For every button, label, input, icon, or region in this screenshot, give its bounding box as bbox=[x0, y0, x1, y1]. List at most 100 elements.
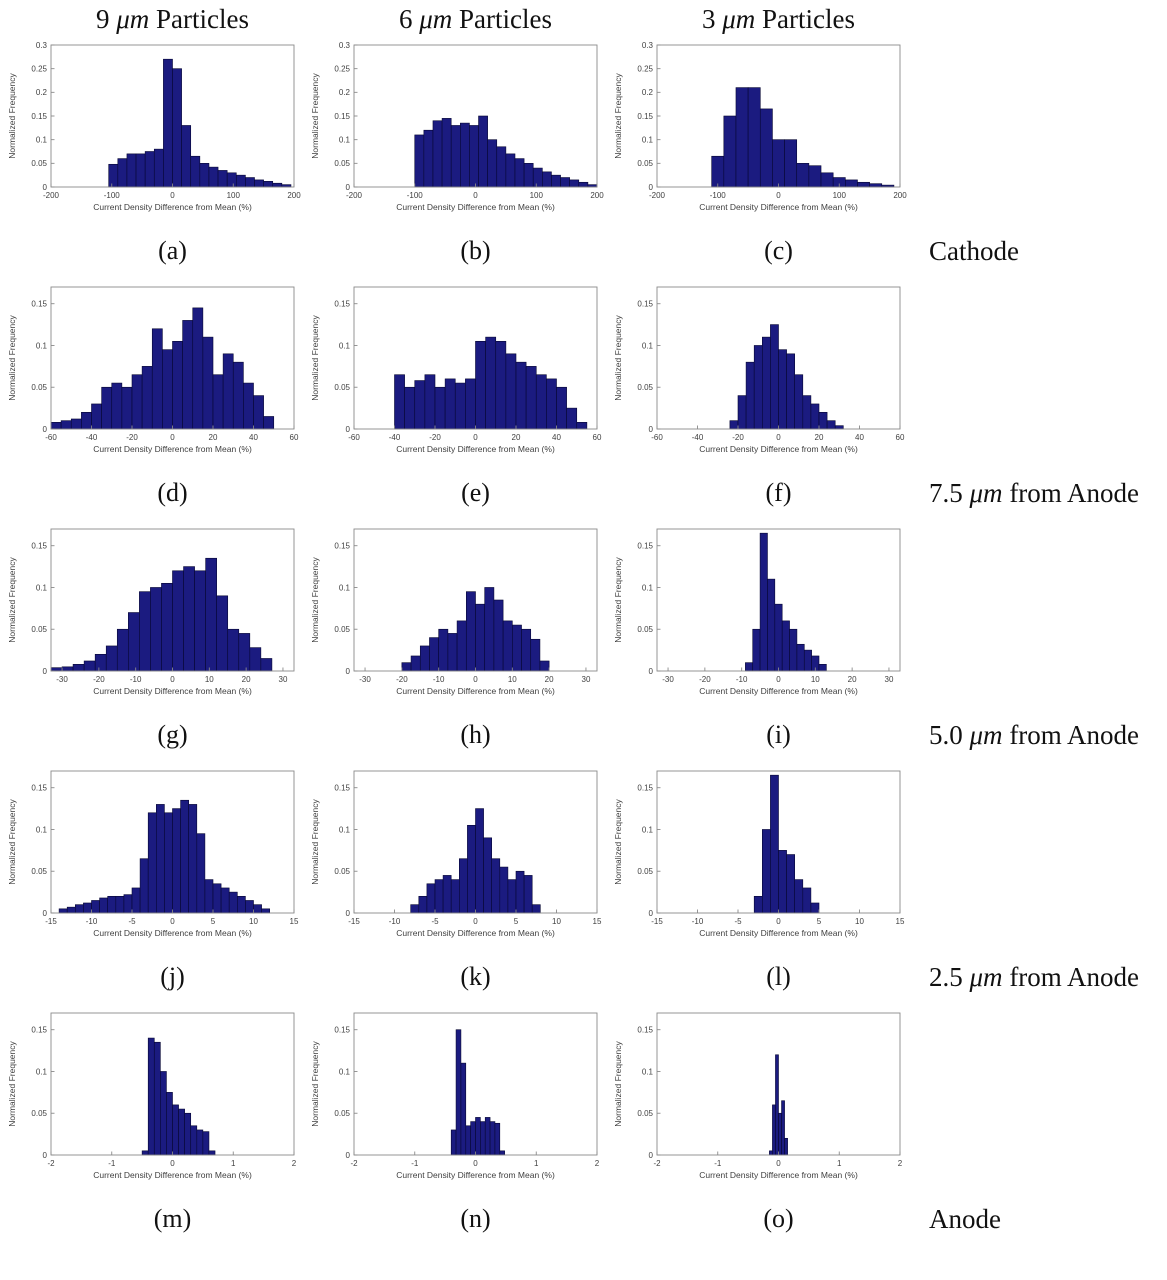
svg-text:Current Density Difference fro: Current Density Difference from Mean (%) bbox=[699, 444, 858, 454]
row-label-suffix: Anode bbox=[929, 1203, 1001, 1234]
header-unit: μm bbox=[116, 4, 150, 34]
svg-text:-100: -100 bbox=[710, 191, 727, 200]
svg-text:0.05: 0.05 bbox=[31, 159, 47, 168]
svg-text:0.15: 0.15 bbox=[334, 300, 350, 309]
row-label-suffix: from Anode bbox=[1002, 719, 1140, 750]
svg-text:Current Density Difference fro: Current Density Difference from Mean (%) bbox=[93, 202, 252, 212]
svg-text:Normalized Frequency: Normalized Frequency bbox=[7, 557, 17, 643]
subplot-label-g: (g) bbox=[157, 720, 188, 749]
subplot-label-i: (i) bbox=[766, 720, 791, 749]
svg-text:10: 10 bbox=[552, 917, 561, 926]
svg-text:0.15: 0.15 bbox=[31, 112, 47, 121]
svg-text:100: 100 bbox=[833, 191, 847, 200]
svg-text:0: 0 bbox=[346, 425, 351, 434]
svg-text:0: 0 bbox=[170, 1159, 175, 1168]
row-label-prefix: 5.0 bbox=[929, 719, 970, 750]
svg-text:Normalized Frequency: Normalized Frequency bbox=[310, 557, 320, 643]
svg-text:-30: -30 bbox=[359, 675, 371, 684]
column-header-6um: 6 μm Particles bbox=[309, 4, 612, 35]
svg-text:-200: -200 bbox=[649, 191, 666, 200]
svg-text:Normalized Frequency: Normalized Frequency bbox=[310, 1041, 320, 1127]
svg-text:1: 1 bbox=[837, 1159, 842, 1168]
svg-text:-40: -40 bbox=[86, 433, 98, 442]
subplot-label-e: (e) bbox=[461, 478, 490, 507]
svg-text:-5: -5 bbox=[431, 917, 439, 926]
svg-text:60: 60 bbox=[896, 433, 905, 442]
svg-text:Current Density Difference fro: Current Density Difference from Mean (%) bbox=[699, 928, 858, 938]
svg-text:0.15: 0.15 bbox=[334, 1026, 350, 1035]
svg-text:0: 0 bbox=[649, 1151, 654, 1160]
svg-text:2: 2 bbox=[898, 1159, 903, 1168]
svg-text:Current Density Difference fro: Current Density Difference from Mean (%) bbox=[699, 202, 858, 212]
svg-text:0.15: 0.15 bbox=[31, 784, 47, 793]
row-label-suffix: Cathode bbox=[929, 235, 1019, 266]
svg-text:-10: -10 bbox=[692, 917, 704, 926]
subplot-label-f: (f) bbox=[765, 478, 792, 507]
histogram-j: -15 -10 -5 0 5 10 15 0 0.05 0.1 0.15 Current Densit… bbox=[6, 763, 309, 949]
row-label-suffix: from Anode bbox=[1002, 961, 1140, 992]
row-label-5-0um-from-anode: 5.0 μm from Anode bbox=[915, 720, 1167, 751]
svg-text:0: 0 bbox=[649, 425, 654, 434]
header-number: 9 bbox=[95, 4, 117, 34]
svg-text:-2: -2 bbox=[350, 1159, 358, 1168]
svg-text:0.1: 0.1 bbox=[36, 1067, 48, 1076]
svg-text:Normalized Frequency: Normalized Frequency bbox=[310, 799, 320, 885]
svg-text:0: 0 bbox=[776, 433, 781, 442]
histogram-l: -15 -10 -5 0 5 10 15 0 0.05 0.1 0.15 Current Densit… bbox=[612, 763, 915, 949]
svg-text:-200: -200 bbox=[43, 191, 60, 200]
subplot-label-c: (c) bbox=[764, 236, 793, 265]
svg-text:-5: -5 bbox=[128, 917, 136, 926]
svg-text:0.2: 0.2 bbox=[339, 88, 351, 97]
svg-text:30: 30 bbox=[885, 675, 894, 684]
svg-text:Current Density Difference fro: Current Density Difference from Mean (%) bbox=[699, 1170, 858, 1180]
svg-text:-40: -40 bbox=[692, 433, 704, 442]
svg-text:0: 0 bbox=[43, 425, 48, 434]
svg-text:Normalized Frequency: Normalized Frequency bbox=[613, 799, 623, 885]
svg-text:200: 200 bbox=[893, 191, 907, 200]
svg-text:15: 15 bbox=[896, 917, 905, 926]
row-label-prefix: 7.5 bbox=[929, 477, 970, 508]
svg-text:Normalized Frequency: Normalized Frequency bbox=[7, 799, 17, 885]
svg-text:0.2: 0.2 bbox=[642, 88, 654, 97]
svg-text:0: 0 bbox=[649, 667, 654, 676]
svg-text:0.1: 0.1 bbox=[642, 341, 654, 350]
row-label-2-5um-from-anode: 2.5 μm from Anode bbox=[915, 962, 1167, 993]
svg-text:30: 30 bbox=[582, 675, 591, 684]
labels-row-anode: (m) (n) (o) Anode bbox=[6, 1191, 1167, 1247]
svg-text:-200: -200 bbox=[346, 191, 363, 200]
histogram-i: -30 -20 -10 0 10 20 30 0 0.05 0.1 0.15 Current Dens… bbox=[612, 521, 915, 707]
svg-text:-15: -15 bbox=[651, 917, 663, 926]
svg-text:0.15: 0.15 bbox=[31, 300, 47, 309]
svg-text:0.1: 0.1 bbox=[339, 825, 351, 834]
svg-text:-20: -20 bbox=[93, 675, 105, 684]
svg-text:20: 20 bbox=[848, 675, 857, 684]
histogram-a: -200 -100 0 100 200 0 0.05 0.1 0.15 0.2 0.25 0.3 Cur… bbox=[6, 37, 309, 223]
svg-text:1: 1 bbox=[534, 1159, 539, 1168]
svg-text:10: 10 bbox=[811, 675, 820, 684]
subplot-label-d: (d) bbox=[157, 478, 188, 507]
svg-text:5: 5 bbox=[211, 917, 216, 926]
svg-text:-30: -30 bbox=[662, 675, 674, 684]
svg-text:Normalized Frequency: Normalized Frequency bbox=[613, 1041, 623, 1127]
svg-text:0.05: 0.05 bbox=[637, 1109, 653, 1118]
svg-text:20: 20 bbox=[545, 675, 554, 684]
svg-text:2: 2 bbox=[595, 1159, 600, 1168]
svg-text:0.1: 0.1 bbox=[339, 1067, 351, 1076]
svg-text:0: 0 bbox=[346, 1151, 351, 1160]
svg-text:0: 0 bbox=[346, 909, 351, 918]
svg-text:-30: -30 bbox=[56, 675, 68, 684]
svg-text:-10: -10 bbox=[130, 675, 142, 684]
svg-text:0.15: 0.15 bbox=[31, 1026, 47, 1035]
svg-text:0.1: 0.1 bbox=[36, 583, 48, 592]
row-label-anode: Anode bbox=[915, 1204, 1167, 1235]
header-word: Particles bbox=[452, 4, 553, 34]
histogram-m: -2 -1 0 1 2 0 0.05 0.1 0.15 Current Density Diffe… bbox=[6, 1005, 309, 1191]
row-label-unit: μm bbox=[969, 477, 1003, 508]
subplot-label-l: (l) bbox=[766, 962, 791, 991]
svg-text:-60: -60 bbox=[45, 433, 57, 442]
svg-text:0.1: 0.1 bbox=[339, 583, 351, 592]
svg-text:0: 0 bbox=[649, 183, 654, 192]
svg-text:-100: -100 bbox=[407, 191, 424, 200]
svg-text:Normalized Frequency: Normalized Frequency bbox=[310, 73, 320, 159]
subplot-label-h: (h) bbox=[460, 720, 491, 749]
